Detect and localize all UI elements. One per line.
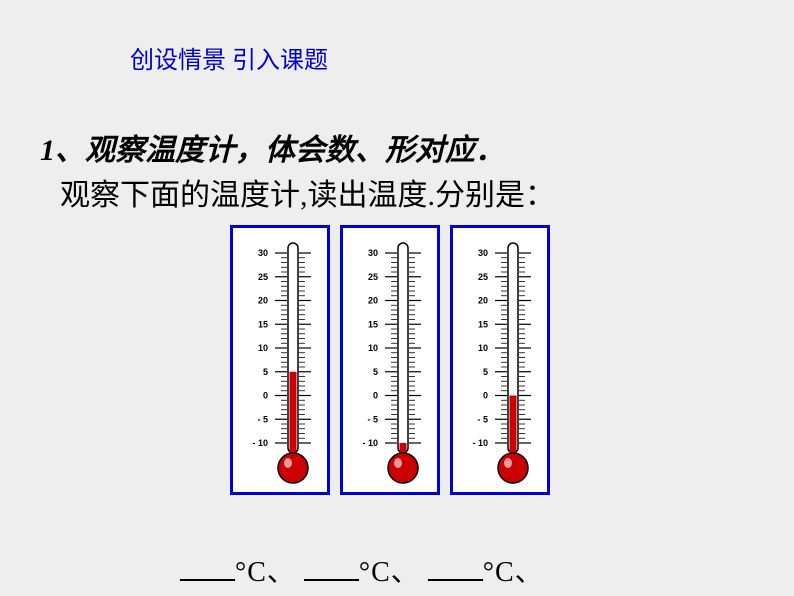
svg-text:- 5: - 5 (367, 414, 378, 424)
question-prompt-2: 观察下面的温度计,读出温度.分别是： (60, 170, 555, 214)
thermometer-2-svg: - 10 - 5 0 5 10 15 20 25 30 (343, 228, 443, 498)
answer-blank-3 (428, 555, 483, 581)
answer-unit-2: °C、 (359, 557, 420, 588)
section-title: 创设情景 引入课题 (130, 40, 328, 75)
svg-text:25: 25 (258, 272, 268, 282)
svg-text:10: 10 (368, 343, 378, 353)
thermometer-3: - 10 - 5 0 5 10 15 20 25 30 (450, 225, 550, 495)
thermometer-2: - 10 - 5 0 5 10 15 20 25 30 (340, 225, 440, 495)
answer-line: °C、 °C、 °C、 (180, 550, 544, 590)
thermometer-row: - 10- 5051015202530 - 10- 5051015202530 … (230, 225, 550, 495)
svg-text:15: 15 (368, 319, 378, 329)
svg-text:15: 15 (258, 319, 268, 329)
svg-text:- 10: - 10 (472, 438, 488, 448)
svg-text:5: 5 (483, 367, 488, 377)
svg-text:30: 30 (368, 248, 378, 258)
svg-text:0: 0 (483, 391, 488, 401)
svg-text:- 5: - 5 (257, 414, 268, 424)
svg-text:25: 25 (478, 272, 488, 282)
question-prompt-1: 1、观察温度计，体会数、形对应． (40, 125, 505, 169)
svg-text:- 10: - 10 (252, 438, 268, 448)
svg-text:5: 5 (263, 367, 268, 377)
svg-text:10: 10 (478, 343, 488, 353)
svg-text:- 10: - 10 (362, 438, 378, 448)
svg-text:20: 20 (368, 296, 378, 306)
svg-text:30: 30 (258, 248, 268, 258)
svg-text:30: 30 (478, 248, 488, 258)
svg-text:15: 15 (478, 319, 488, 329)
answer-blank-2 (304, 555, 359, 581)
answer-blank-1 (180, 555, 235, 581)
svg-text:0: 0 (373, 391, 378, 401)
svg-text:20: 20 (478, 296, 488, 306)
svg-text:- 5: - 5 (477, 414, 488, 424)
thermometer-3-svg: - 10 - 5 0 5 10 15 20 25 30 (453, 228, 553, 498)
svg-text:5: 5 (373, 367, 378, 377)
svg-text:0: 0 (263, 391, 268, 401)
answer-unit-3: °C、 (483, 557, 544, 588)
thermometer-1: - 10 - 5 0 5 10 15 20 25 30 (230, 225, 330, 495)
svg-text:20: 20 (258, 296, 268, 306)
answer-unit-1: °C、 (235, 557, 296, 588)
thermometer-1-svg: - 10 - 5 0 5 10 15 20 25 30 (233, 228, 333, 498)
svg-text:10: 10 (258, 343, 268, 353)
svg-text:25: 25 (368, 272, 378, 282)
